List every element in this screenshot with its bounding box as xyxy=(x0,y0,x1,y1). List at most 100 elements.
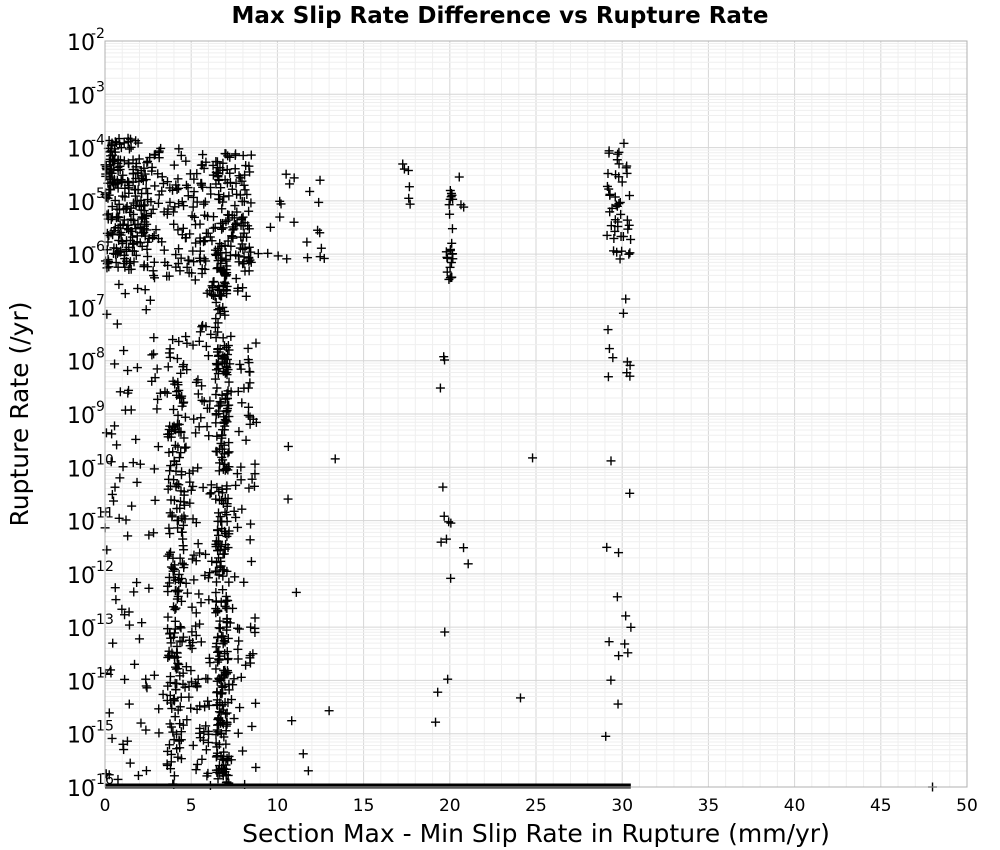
y-tick-base: 10 xyxy=(67,84,95,109)
data-point xyxy=(122,246,132,256)
data-point xyxy=(107,429,117,439)
data-point xyxy=(404,182,414,192)
data-point xyxy=(231,274,241,284)
data-point xyxy=(201,745,211,755)
data-point xyxy=(247,474,257,484)
data-point xyxy=(201,549,211,559)
y-tick-base: 10 xyxy=(67,404,95,429)
data-point xyxy=(217,224,227,234)
data-point xyxy=(112,319,122,329)
data-point xyxy=(214,761,224,771)
data-point xyxy=(149,670,159,680)
data-point xyxy=(164,348,174,358)
data-point xyxy=(124,699,134,709)
data-point xyxy=(243,410,253,420)
data-point xyxy=(206,480,216,490)
x-tick-label: 20 xyxy=(439,796,461,816)
data-point xyxy=(204,595,214,605)
data-point xyxy=(213,256,223,266)
data-point xyxy=(205,568,215,578)
data-point xyxy=(243,355,253,365)
data-point xyxy=(110,196,120,206)
data-point xyxy=(215,248,225,258)
data-point xyxy=(222,753,232,763)
data-point xyxy=(182,365,192,375)
data-point xyxy=(162,695,172,705)
data-point xyxy=(157,172,167,182)
y-tick-exponent: -4 xyxy=(91,133,105,149)
data-point xyxy=(206,488,216,498)
data-point xyxy=(163,362,173,372)
data-point xyxy=(244,252,254,262)
data-point xyxy=(101,162,111,172)
data-point xyxy=(212,383,222,393)
data-point xyxy=(133,138,143,148)
data-point xyxy=(404,193,414,203)
y-tick-base: 10 xyxy=(67,777,95,802)
data-point xyxy=(616,231,626,241)
data-point xyxy=(200,236,210,246)
data-point xyxy=(244,242,254,252)
data-point xyxy=(214,290,224,300)
data-point xyxy=(171,585,181,595)
data-point xyxy=(241,660,251,670)
data-point xyxy=(197,395,207,405)
x-tick-label: 40 xyxy=(784,796,806,816)
data-point xyxy=(188,466,198,476)
data-point xyxy=(196,413,206,423)
data-point xyxy=(223,403,233,413)
data-point xyxy=(603,169,613,179)
data-point xyxy=(149,464,159,474)
y-tick-exponent: -2 xyxy=(91,26,105,42)
data-point xyxy=(233,522,243,532)
data-point xyxy=(124,144,134,154)
data-point xyxy=(456,200,466,210)
data-point xyxy=(122,201,132,211)
data-point xyxy=(175,702,185,712)
data-point xyxy=(233,728,243,738)
data-point xyxy=(132,477,142,487)
data-point xyxy=(198,735,208,745)
data-point xyxy=(217,488,227,498)
data-point xyxy=(233,386,243,396)
data-point xyxy=(220,310,230,320)
data-point xyxy=(214,655,224,665)
data-point xyxy=(121,515,131,525)
data-point xyxy=(226,755,236,765)
data-point xyxy=(176,448,186,458)
data-point xyxy=(203,573,213,583)
data-point xyxy=(124,385,134,395)
data-point xyxy=(193,674,203,684)
data-point xyxy=(142,158,152,168)
data-point xyxy=(165,672,175,682)
data-point xyxy=(110,421,120,431)
data-point xyxy=(168,447,178,457)
data-point xyxy=(218,158,228,168)
data-point xyxy=(219,366,229,376)
data-point xyxy=(239,258,249,268)
data-point xyxy=(216,291,226,301)
data-point xyxy=(228,232,238,242)
data-point xyxy=(442,267,452,277)
data-point xyxy=(612,592,622,602)
data-point xyxy=(132,363,142,373)
data-point xyxy=(622,357,632,367)
data-point xyxy=(206,189,216,199)
data-point xyxy=(614,147,624,157)
y-tick-label: 10-11 xyxy=(67,506,114,536)
data-point xyxy=(203,696,213,706)
data-point xyxy=(215,400,225,410)
data-point xyxy=(444,200,454,210)
data-point xyxy=(211,664,221,674)
data-point xyxy=(191,377,201,387)
data-point xyxy=(166,461,176,471)
data-point xyxy=(231,480,241,490)
data-point xyxy=(197,160,207,170)
data-point xyxy=(330,454,340,464)
data-point xyxy=(120,405,130,415)
data-point xyxy=(122,224,132,234)
data-point xyxy=(154,728,164,738)
data-point xyxy=(215,495,225,505)
data-point xyxy=(165,719,175,729)
data-point xyxy=(165,764,175,774)
